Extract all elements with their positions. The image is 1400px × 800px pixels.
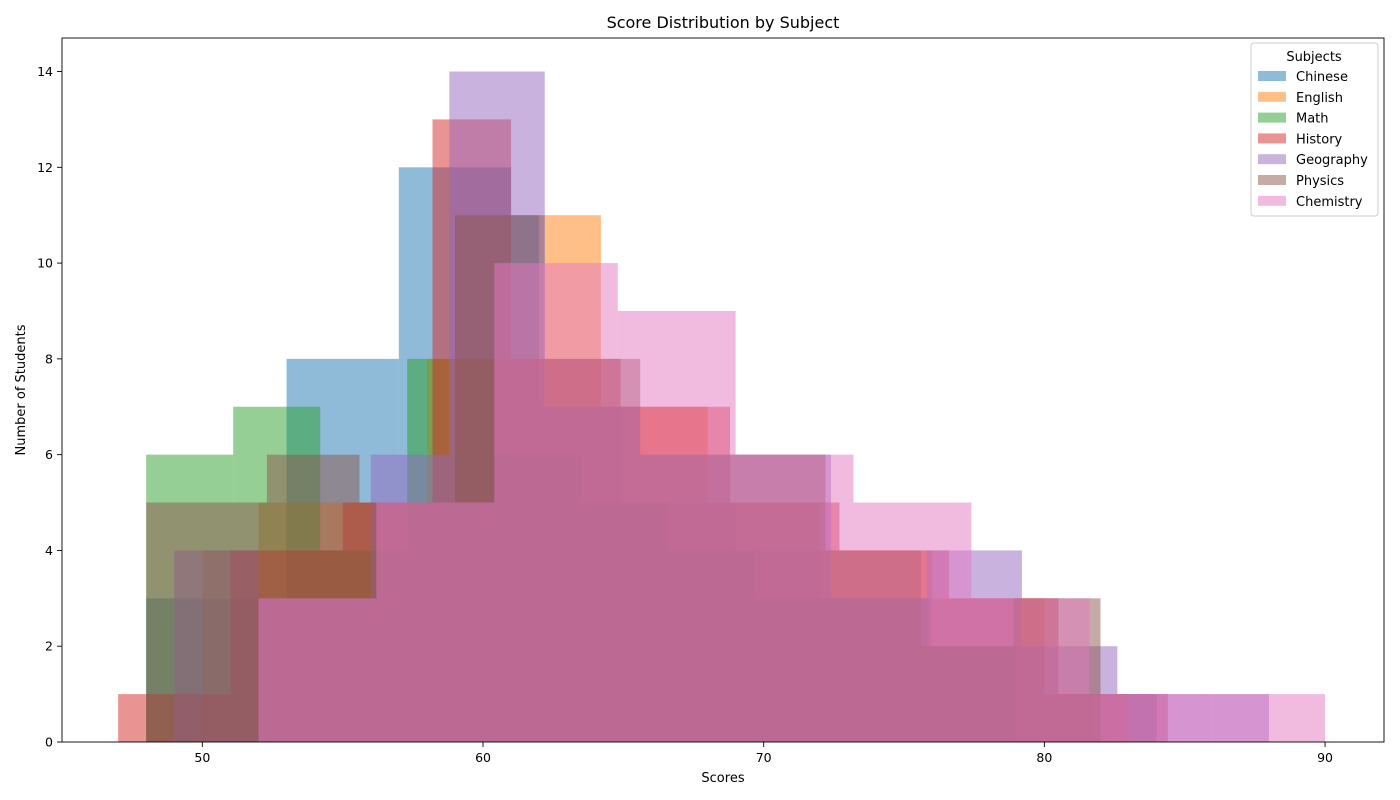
- bar-chemistry-9: [1268, 694, 1326, 742]
- legend-item-history: History: [1258, 132, 1343, 147]
- legend-box: [1250, 42, 1379, 217]
- bars-layer: [118, 71, 1326, 742]
- y-tick-label: 2: [45, 639, 53, 654]
- y-axis: 0 2 4 6 8 10 12 14: [37, 64, 62, 750]
- legend-item-physics: Physics: [1258, 174, 1344, 189]
- y-tick-label: 8: [45, 351, 53, 366]
- bar-chemistry-8: [1207, 694, 1269, 742]
- legend-swatch-history: [1258, 133, 1286, 144]
- y-tick-label: 4: [45, 543, 53, 558]
- legend-label-english: English: [1296, 91, 1343, 106]
- bar-chemistry-3: [617, 310, 736, 742]
- y-tick-label: 6: [45, 447, 53, 462]
- legend-swatch-english: [1258, 91, 1286, 102]
- bar-chemistry-4: [735, 454, 854, 742]
- x-tick-label: 60: [475, 750, 491, 765]
- legend: Subjects Chinese English Math History Geogra…: [1250, 42, 1379, 217]
- y-tick-label: 14: [37, 64, 53, 79]
- bar-chemistry-7: [1089, 694, 1208, 742]
- x-tick-label: 70: [756, 750, 772, 765]
- legend-item-english: English: [1258, 91, 1343, 106]
- bar-chemistry-5: [853, 502, 972, 742]
- bar-chemistry-0: [258, 598, 377, 742]
- y-tick-label: 12: [37, 160, 53, 175]
- bar-chemistry-6: [971, 598, 1090, 742]
- legend-label-geography: Geography: [1296, 153, 1368, 168]
- chart-title: Score Distribution by Subject: [607, 13, 840, 32]
- legend-title: Subjects: [1286, 50, 1342, 65]
- x-axis-label: Scores: [701, 771, 744, 786]
- bar-chemistry-2: [494, 263, 618, 742]
- legend-item-chemistry: Chemistry: [1258, 195, 1363, 210]
- legend-label-history: History: [1296, 132, 1343, 147]
- bar-physics-0: [146, 502, 267, 742]
- x-axis: 50 60 70 80 90: [194, 742, 1333, 765]
- legend-label-physics: Physics: [1296, 174, 1344, 189]
- legend-swatch-chinese: [1258, 71, 1286, 81]
- x-tick-label: 80: [1036, 750, 1052, 765]
- bar-history-0: [118, 694, 147, 742]
- legend-label-chinese: Chinese: [1296, 70, 1348, 85]
- y-tick-label: 10: [37, 256, 53, 271]
- y-tick-label: 0: [45, 735, 53, 750]
- legend-swatch-chemistry: [1258, 195, 1286, 206]
- legend-swatch-geography: [1258, 154, 1286, 165]
- legend-item-chinese: Chinese: [1258, 70, 1348, 85]
- bar-chemistry-1: [376, 502, 495, 742]
- x-tick-label: 90: [1317, 750, 1333, 765]
- series-chemistry: [258, 263, 1326, 742]
- x-tick-label: 50: [194, 750, 210, 765]
- legend-label-math: Math: [1296, 112, 1329, 127]
- legend-swatch-math: [1258, 112, 1286, 123]
- legend-label-chemistry: Chemistry: [1296, 195, 1363, 210]
- plot-frame: [61, 37, 1385, 743]
- legend-swatch-physics: [1258, 175, 1286, 185]
- legend-item-math: Math: [1258, 112, 1329, 127]
- legend-items: Chinese English Math History Geography Physic…: [1258, 70, 1368, 210]
- legend-item-geography: Geography: [1258, 153, 1368, 168]
- y-axis-label: Number of Students: [14, 324, 29, 455]
